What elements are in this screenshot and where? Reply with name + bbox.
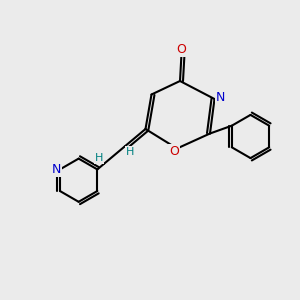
Text: H: H xyxy=(95,153,103,163)
Text: N: N xyxy=(52,163,61,176)
Text: O: O xyxy=(169,145,179,158)
Text: O: O xyxy=(177,43,186,56)
Text: N: N xyxy=(216,91,225,104)
Text: H: H xyxy=(125,147,134,157)
